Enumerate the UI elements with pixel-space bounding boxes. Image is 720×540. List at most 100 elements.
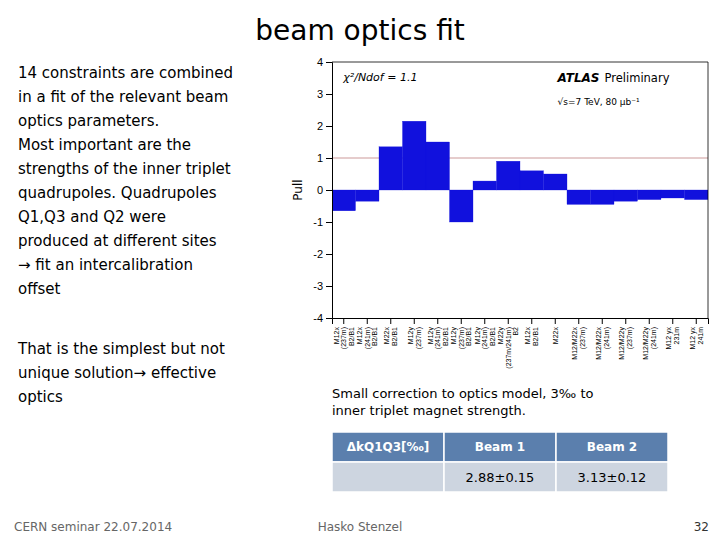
body-text: quadrupoles. Quadrupoles (18, 184, 217, 202)
x-tick: M12x(237m)B2/B1 (333, 318, 355, 349)
note-line: inner triplet magnet strength. (332, 403, 526, 418)
x-tick: M12xB2/B1 (524, 318, 539, 346)
body-text: produced at different sites (18, 232, 217, 250)
table-header-text: Beam 2 (587, 440, 637, 454)
body-text: in a fit of the relevant beam (18, 88, 228, 106)
y-tick-label: 0 (317, 184, 323, 196)
x-tick: M12/M22x(237m) (571, 318, 587, 360)
note-line: Small correction to optics model, 3‰ to (332, 386, 594, 401)
x-tick-label: M12y(237m)B2/B1 (450, 327, 472, 350)
x-tick: M12x(241m)B2/B1 (356, 318, 378, 349)
x-tick-label-line: M12x (356, 327, 363, 345)
note: Small correction to optics model, 3‰ to i… (332, 386, 594, 418)
body-text: offset (18, 280, 61, 298)
bar (544, 174, 568, 190)
x-tick-label-line: B2/B1 (465, 327, 472, 346)
body-text: optics parameters. (18, 112, 159, 130)
annotation: χ²/Ndof = 1.1 (342, 71, 417, 84)
x-tick-label-line: B2/B1 (348, 327, 355, 346)
bar (497, 161, 521, 190)
x-tick-label-line: (241m) (650, 327, 658, 349)
y-tick: -1 (313, 216, 332, 228)
x-tick: M22y(237m/241m)B2 (497, 318, 519, 369)
y-tick: 3 (317, 88, 332, 100)
x-tick-label-line: B2/B1 (532, 327, 539, 346)
y-tick-mark (326, 190, 332, 191)
bar (403, 121, 427, 190)
y-tick-label: 1 (317, 152, 323, 164)
table-cell-text: 3.13±0.12 (578, 470, 647, 485)
body-text: unique solution→ effective (18, 364, 216, 382)
x-tick-mark (437, 318, 438, 324)
y-tick-mark (326, 94, 332, 95)
x-tick-mark (343, 318, 344, 324)
x-tick: M12 yx241m (689, 318, 704, 350)
bar (473, 181, 497, 190)
body-text: optics (18, 388, 63, 406)
table-cell (332, 462, 444, 492)
x-tick-label-line: (237m) (579, 327, 587, 349)
x-tick: M12 yx231m (665, 318, 680, 350)
bar (332, 190, 356, 211)
x-tick: M12y(237m) (407, 318, 423, 349)
bar (661, 190, 685, 198)
x-tick-label: M12 yx231m (665, 327, 680, 350)
x-tick-mark (390, 318, 391, 324)
x-tick-label: M12y(241m)B2/B1 (474, 327, 496, 350)
plot-marks (332, 121, 708, 222)
annotation: √s=7 TeV, 80 μb⁻¹ (558, 97, 640, 107)
x-tick-label-line: M12x (333, 327, 340, 345)
x-tick-mark (367, 318, 368, 324)
annotation: Preliminary (605, 71, 670, 85)
table-header-text: ΔkQ1Q3[‰] (347, 440, 430, 454)
x-tick-label-line: M12/M22x (571, 327, 578, 360)
table-header-cell (332, 432, 444, 462)
x-tick-label-line: B2/B1 (442, 327, 449, 346)
y-tick-label: -1 (313, 216, 323, 228)
x-tick-label-line: B2/B1 (391, 327, 398, 346)
x-tick-label: M12/M22y(241m) (642, 327, 658, 360)
x-tick-label-line: 241m (697, 327, 704, 345)
footer: Hasko Stenzel (318, 520, 403, 534)
table-cell (556, 462, 668, 492)
y-tick-label: 4 (317, 56, 323, 68)
y-tick: 2 (317, 120, 332, 132)
y-tick-label: 3 (317, 88, 323, 100)
x-tick: M12/M22y(237m) (618, 318, 634, 360)
annotation: ATLAS (557, 71, 600, 85)
x-tick-mark (531, 318, 532, 324)
x-tick-label-line: 231m (673, 327, 680, 345)
y-tick: -2 (313, 248, 332, 260)
x-tick-label: M12 yx241m (689, 327, 704, 350)
x-tick: M22x (552, 318, 559, 344)
y-tick: -4 (313, 312, 332, 324)
bar (685, 190, 709, 200)
x-tick: M12/M22y(241m) (642, 318, 658, 360)
x-tick-label: M22y(237m/241m)B2 (497, 327, 519, 369)
x-tick-mark (484, 318, 485, 324)
body-text: strengths of the inner triplet (18, 160, 231, 178)
y-tick-mark (326, 254, 332, 255)
y-tick: 4 (317, 56, 332, 68)
bar (638, 190, 662, 200)
x-tick: M22xB2/B1 (383, 318, 398, 346)
x-tick: M12y(241m)B2/B1 (427, 318, 449, 349)
bar (520, 171, 544, 190)
x-tick-mark (672, 318, 673, 324)
y-tick-mark (326, 318, 332, 319)
x-tick-mark (461, 318, 462, 324)
x-tick-label: M12y(241m)B2/B1 (427, 327, 449, 350)
body-text: 14 constraints are combined (18, 64, 233, 82)
plot-frame (332, 62, 708, 318)
x-tick-label: M12/M22x(241m) (595, 327, 611, 360)
footer: CERN seminar 22.07.2014 (14, 520, 172, 534)
bar (379, 147, 403, 190)
table-header-cell (444, 432, 556, 462)
x-tick-mark (414, 318, 415, 324)
x-tick-mark (649, 318, 650, 324)
bar (614, 190, 638, 201)
y-tick-mark (326, 126, 332, 127)
x-tick: M12y(241m)B2/B1 (474, 318, 496, 349)
x-tick: M12y(237m)B2/B1 (450, 318, 472, 349)
x-tick-label-line: (237m) (415, 327, 423, 349)
